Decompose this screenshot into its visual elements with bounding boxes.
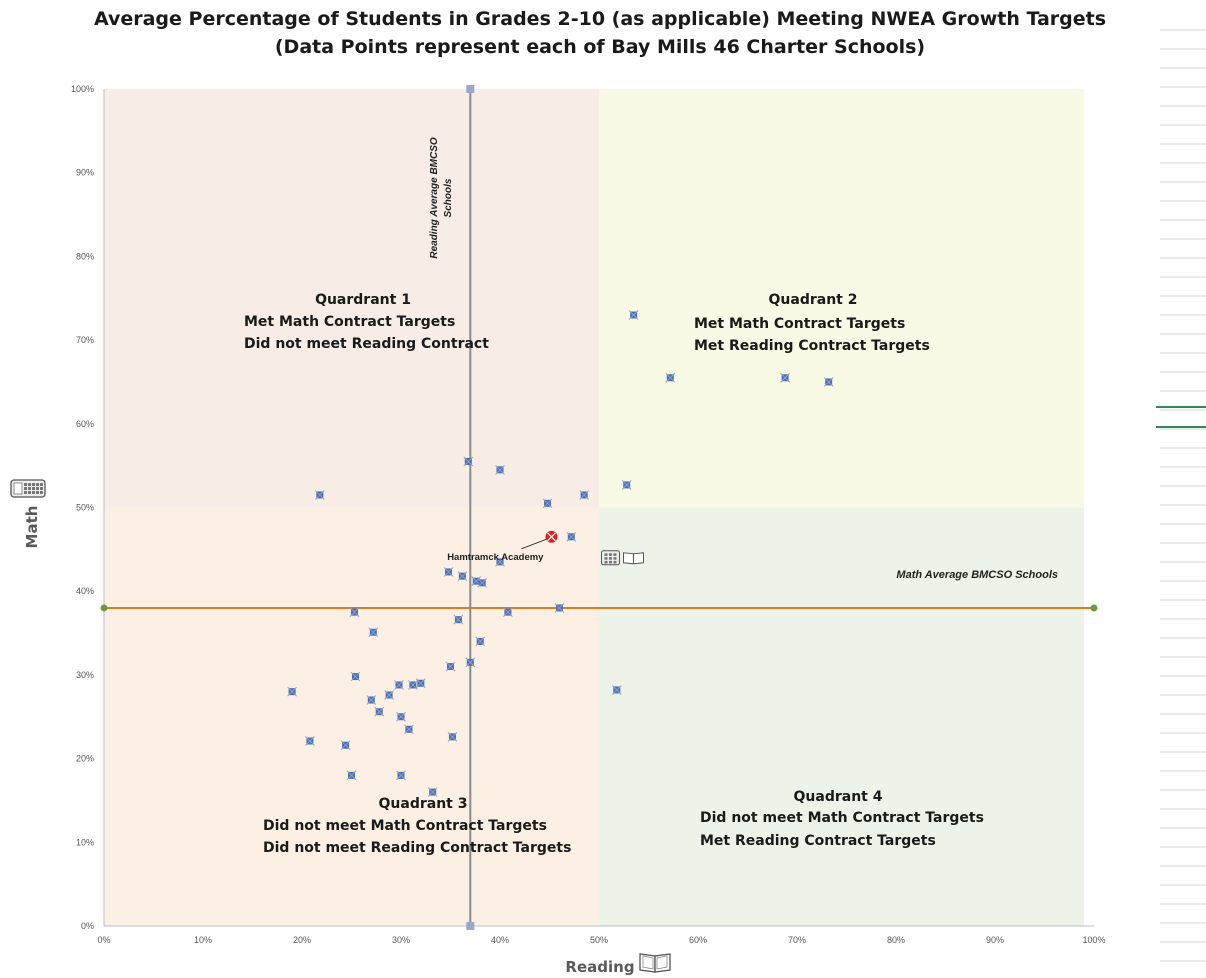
quadrant-3-label: Quadrant 3: [379, 796, 468, 812]
x-tick-label: 90%: [986, 935, 1004, 945]
data-point: [445, 661, 456, 672]
y-tick-label: 20%: [76, 754, 94, 764]
quadrant-1-label: Quardrant 1: [315, 292, 411, 308]
calculator-icon: [600, 550, 620, 566]
chart-subtitle: (Data Points represent each of Bay Mills…: [274, 36, 926, 58]
calculator-icon: [10, 479, 46, 498]
x-tick-label: 40%: [491, 935, 509, 945]
quadrant-3-area: [104, 507, 599, 926]
data-point: [611, 685, 622, 695]
book-icon: [639, 953, 671, 973]
data-point: [340, 740, 351, 751]
data-point: [566, 531, 577, 542]
highlight-point-mark: [547, 532, 556, 542]
side-ruled-panel: [1156, 29, 1206, 962]
quadrant-4-area: [599, 507, 1085, 926]
data-point: [314, 490, 325, 500]
quadrant-4-label: Quadrant 4: [794, 789, 883, 805]
y-tick-label: 10%: [76, 837, 94, 847]
data-point: [579, 490, 590, 500]
math-average-line-end: [100, 604, 108, 612]
data-point: [408, 680, 418, 690]
data-point: [628, 310, 639, 320]
quadrant-1-area: [104, 89, 599, 508]
data-point: [349, 607, 360, 617]
reading-average-line-end: [466, 922, 475, 930]
quadrant-2-label-line1: Met Math Contract Targets: [694, 316, 905, 332]
quadrant-3-label-line2: Did not meet Reading Contract Targets: [263, 840, 571, 856]
data-point: [554, 603, 565, 613]
quadrant-4-label-line2: Met Reading Contract Targets: [700, 833, 936, 849]
chart-title: Average Percentage of Students in Grades…: [93, 8, 1107, 30]
highlight-label: Hamtramck Academy: [447, 552, 544, 563]
x-tick-label: 0%: [97, 935, 110, 945]
quadrant-3-label-line1: Did not meet Math Contract Targets: [263, 818, 547, 834]
data-point: [621, 480, 632, 490]
quadrant-4-label-line1: Did not meet Math Contract Targets: [700, 810, 984, 826]
x-axis-label: Reading: [565, 958, 634, 976]
data-point: [350, 671, 361, 682]
data-point: [374, 706, 385, 717]
quadrant-2-area: [599, 89, 1085, 508]
highlight-leader-line: [521, 538, 548, 550]
data-point: [457, 571, 468, 581]
x-tick-label: 100%: [1082, 935, 1105, 945]
y-tick-label: 40%: [76, 586, 94, 596]
data-point: [346, 770, 357, 781]
y-tick-label: 70%: [76, 335, 94, 345]
y-axis-label: Math: [23, 506, 41, 549]
x-tick-label: 70%: [788, 935, 806, 945]
y-tick-label: 80%: [76, 251, 94, 261]
data-point: [394, 680, 404, 690]
data-point: [475, 636, 486, 647]
data-point: [443, 567, 454, 577]
x-tick-label: 30%: [392, 935, 410, 945]
data-point: [453, 614, 464, 625]
data-point: [396, 770, 406, 781]
y-tick-label: 60%: [76, 419, 94, 429]
quadrant-1-label-line1: Met Math Contract Targets: [244, 314, 455, 330]
data-point: [366, 695, 377, 705]
y-tick-label: 90%: [76, 168, 94, 178]
reading-average-label: Reading Average BMCSO Schools: [429, 137, 454, 259]
data-point: [447, 731, 458, 742]
data-point: [415, 678, 426, 689]
data-point: [287, 686, 297, 697]
data-point: [823, 377, 834, 387]
data-point: [463, 456, 474, 467]
data-point: [427, 787, 438, 797]
math-average-label: Math Average BMCSO Schools: [896, 569, 1058, 581]
data-point: [495, 464, 505, 475]
x-tick-label: 10%: [194, 935, 212, 945]
data-point: [368, 627, 379, 638]
data-point: [384, 690, 394, 700]
data-point: [495, 557, 505, 567]
data-point: [477, 577, 488, 588]
x-tick-label: 20%: [293, 935, 311, 945]
y-tick-label: 30%: [76, 670, 94, 680]
y-tick-label: 100%: [71, 84, 94, 94]
quadrant-2-label: Quadrant 2: [769, 292, 858, 308]
book-icon: [622, 552, 644, 565]
math-average-line-end: [1090, 604, 1098, 612]
quadrant-1-label-line2: Did not meet Reading Contract: [244, 336, 489, 352]
data-point: [465, 657, 476, 668]
reading-average-line-end: [466, 85, 475, 93]
data-point: [503, 607, 513, 617]
quadrant-2-label-line2: Met Reading Contract Targets: [694, 338, 930, 354]
y-tick-label: 0%: [81, 921, 94, 931]
data-point: [780, 372, 790, 383]
data-point: [396, 711, 406, 722]
x-tick-label: 60%: [689, 935, 707, 945]
data-point: [542, 498, 553, 509]
x-tick-label: 80%: [887, 935, 905, 945]
y-tick-label: 50%: [76, 503, 94, 513]
data-point: [404, 724, 414, 735]
data-point: [665, 372, 676, 383]
x-tick-label: 50%: [590, 935, 608, 945]
data-point: [305, 736, 315, 746]
